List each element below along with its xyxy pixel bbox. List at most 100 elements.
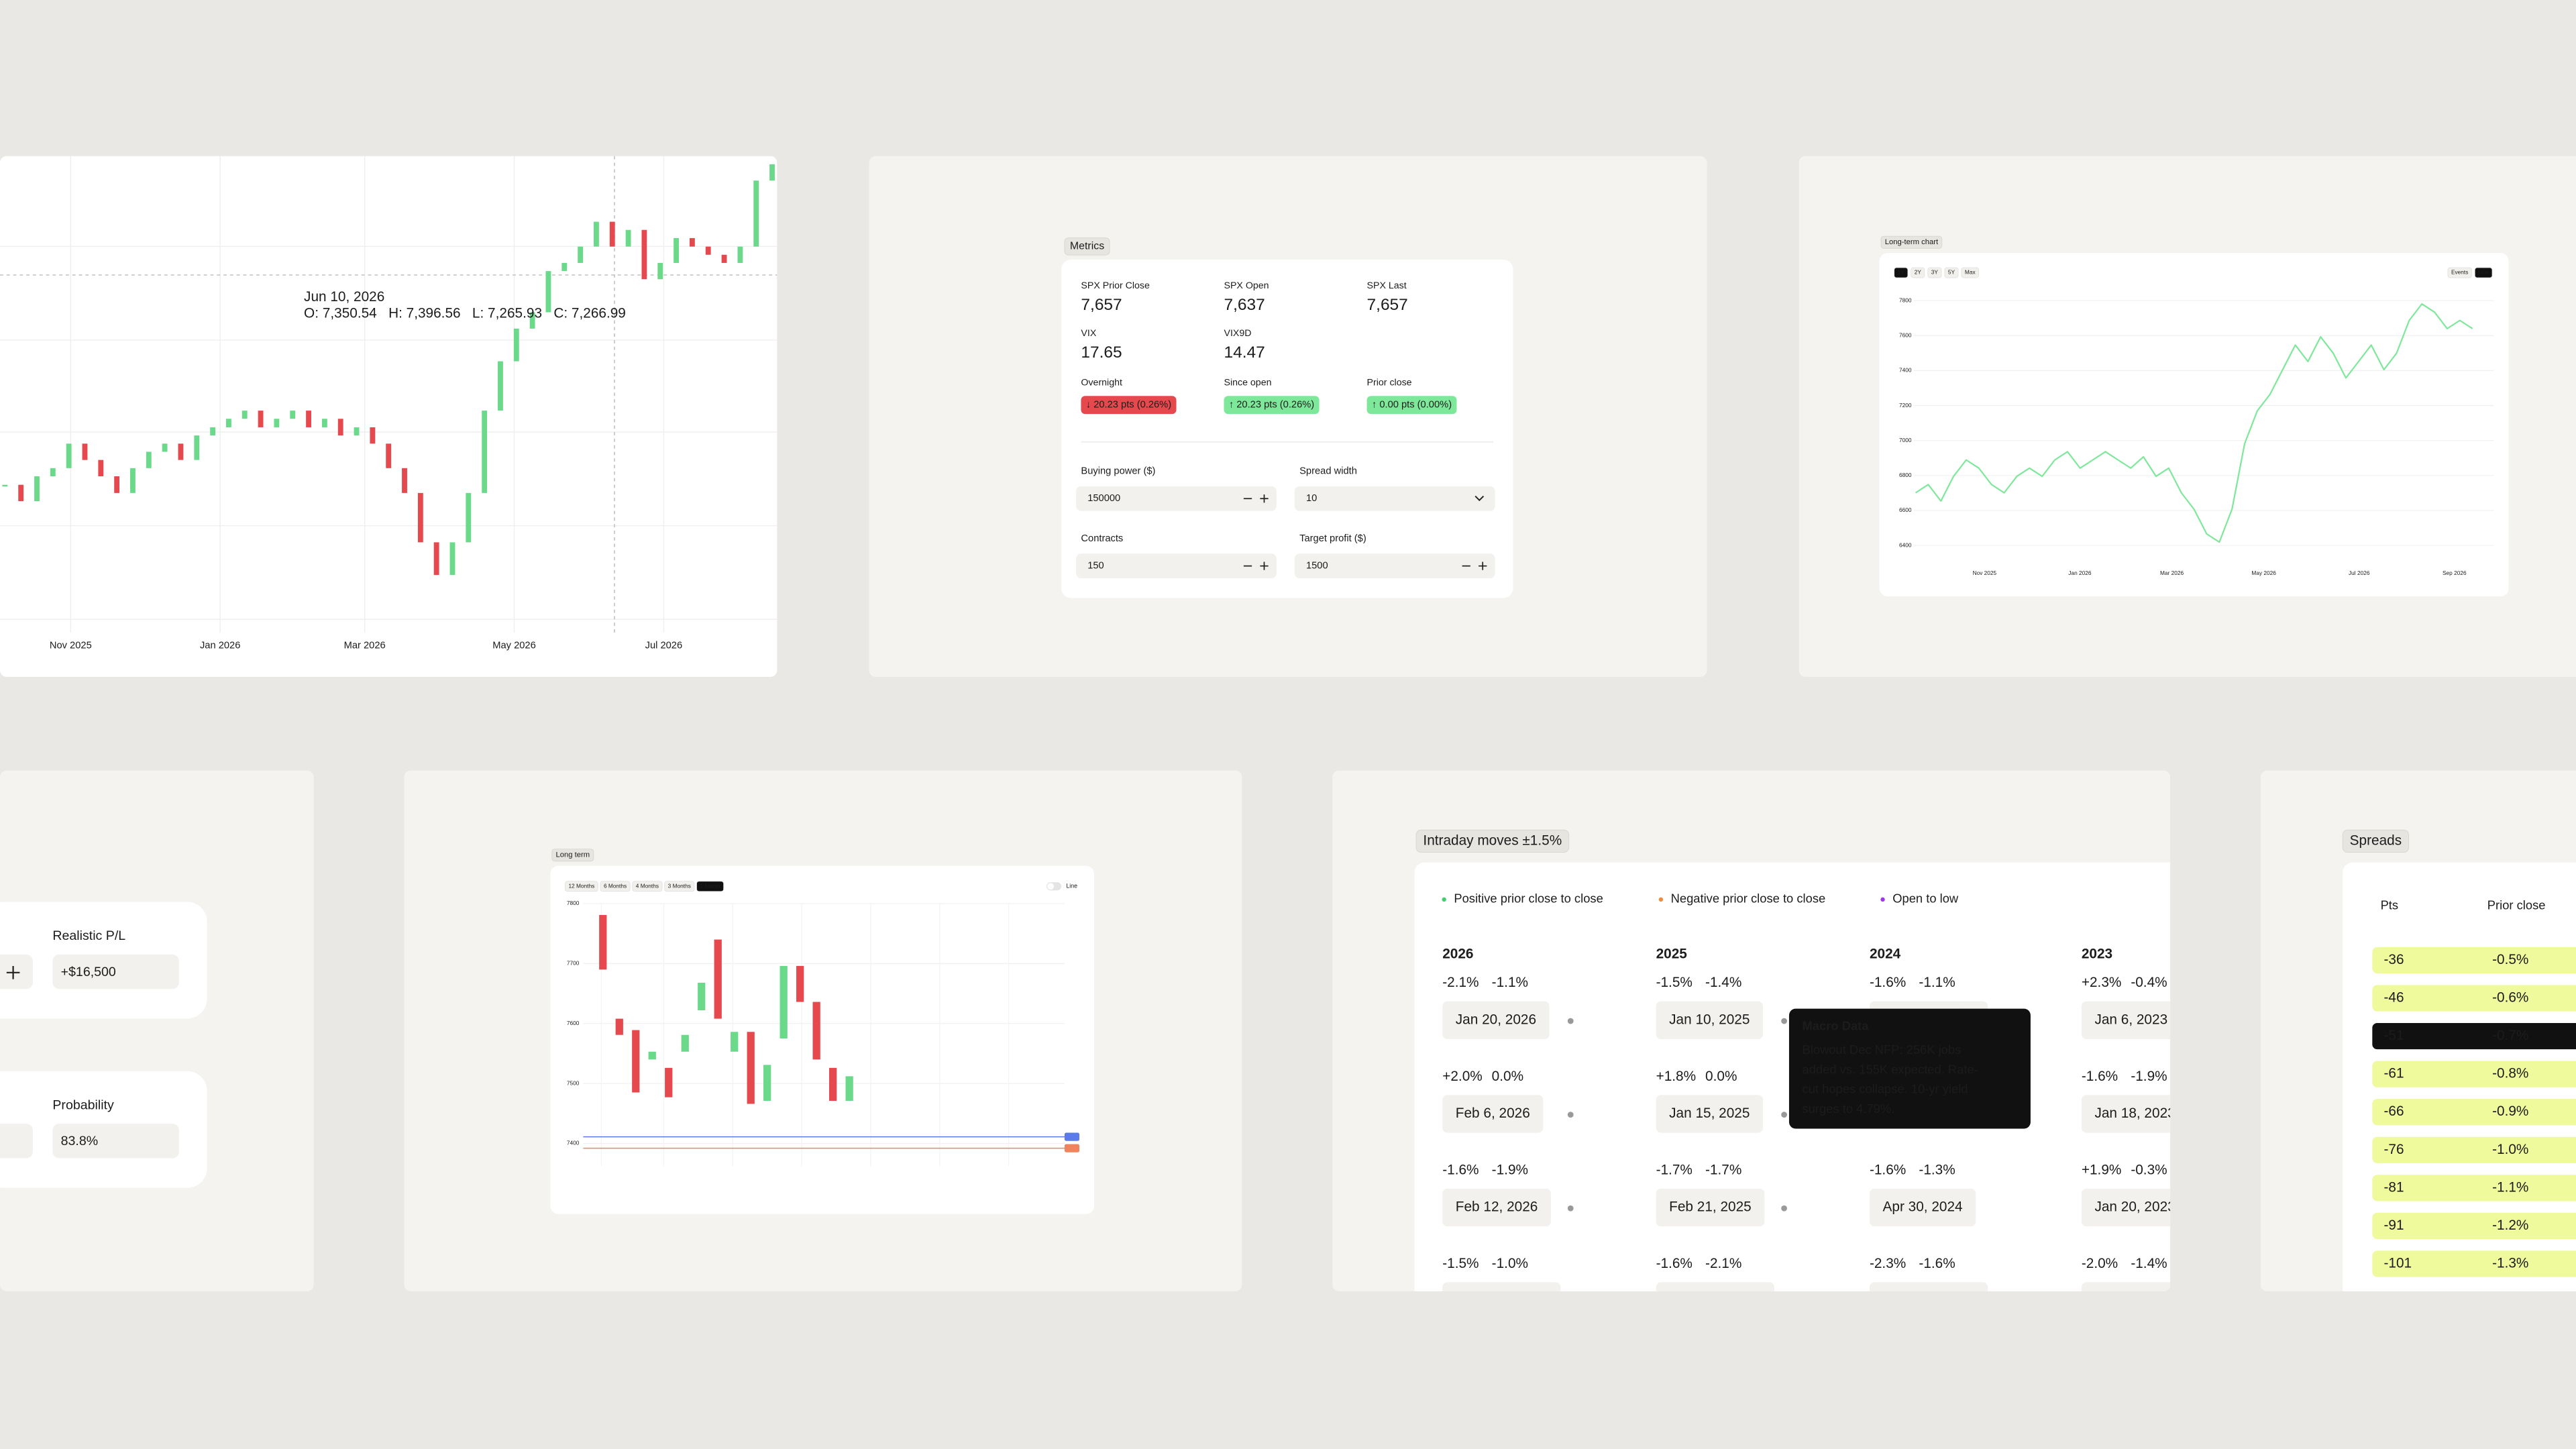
date-label[interactable]: Feb 12, 2026 — [1456, 1199, 1538, 1215]
tag-bg — [2342, 829, 2410, 853]
candle — [402, 468, 407, 493]
date-label[interactable]: Jan 10, 2025 — [1669, 1012, 1750, 1027]
input-field[interactable] — [1294, 486, 1495, 511]
input-field[interactable] — [1294, 553, 1495, 579]
spread-row[interactable] — [2372, 1061, 2576, 1087]
range-button[interactable]: 3 Months — [668, 882, 691, 889]
panel: Nov 2025 Jan 2026 Mar 2026 May 2026 Jul 2026… — [0, 156, 777, 677]
y-tick-label: 7600 — [1899, 331, 1912, 338]
section-tag: Intraday moves ±1.5% — [1423, 833, 1562, 848]
plus-button[interactable] — [1260, 561, 1269, 570]
event-marker — [1781, 1205, 1787, 1212]
spread-row[interactable] — [2372, 1099, 2576, 1126]
plus-button[interactable] — [1479, 561, 1487, 570]
spread-row[interactable] — [2372, 1175, 2576, 1201]
range-button[interactable]: 4 Months — [636, 882, 659, 889]
spread-points: -66 — [2383, 1104, 2404, 1119]
date-chip[interactable] — [1442, 1001, 1550, 1039]
candle — [98, 460, 104, 477]
range-button[interactable]: 5Y — [1948, 269, 1955, 276]
date-label[interactable]: Jan 15, 2025 — [1669, 1106, 1750, 1121]
spread-prior-close: -1.0% — [2492, 1142, 2528, 1157]
tooltip-text: surges to 4.79%. — [1803, 1102, 1895, 1116]
input-value[interactable]: 150000 — [1087, 493, 1120, 504]
range-button[interactable]: 3Y — [1931, 269, 1939, 276]
date-chip[interactable] — [2081, 1001, 2181, 1039]
value-field — [0, 954, 33, 989]
button-bg — [1961, 267, 1979, 278]
spread-row[interactable] — [2372, 985, 2576, 1012]
range-button[interactable]: 6 Months — [604, 882, 627, 889]
year-header: 2023 — [2082, 946, 2112, 961]
spread-prior-close: -0.7% — [2492, 1028, 2528, 1043]
year-header: 2025 — [1656, 946, 1687, 961]
plus-button[interactable] — [1260, 494, 1269, 503]
date-label[interactable]: Feb 21, 2025 — [1669, 1199, 1752, 1215]
candle — [146, 451, 152, 468]
date-chip[interactable] — [2081, 1095, 2188, 1133]
input-field[interactable] — [1076, 553, 1277, 579]
date-label[interactable]: Feb 6, 2026 — [1456, 1106, 1530, 1121]
event-marker — [1567, 1205, 1574, 1212]
x-tick-label: May 2026 — [2251, 570, 2276, 576]
input-value[interactable]: 10 — [1306, 493, 1317, 504]
date-chip[interactable] — [1869, 1188, 1976, 1227]
section-tag: Long term — [555, 851, 590, 859]
date-chip[interactable] — [1656, 1001, 1764, 1039]
candle — [529, 312, 535, 329]
date-chip[interactable] — [1442, 1188, 1551, 1227]
change-badge — [1081, 396, 1177, 415]
date-label[interactable]: Jan 20, 2023 — [2094, 1199, 2175, 1215]
candle — [769, 164, 775, 181]
spread-points: -91 — [2383, 1218, 2404, 1233]
input-field[interactable] — [1076, 486, 1277, 511]
spread-row[interactable] — [2372, 1136, 2576, 1163]
date-label[interactable]: Jan 20, 2026 — [1456, 1012, 1536, 1027]
spread-row[interactable] — [2372, 947, 2576, 974]
close-move: -2.0% — [2082, 1256, 2118, 1271]
candle — [681, 1034, 689, 1052]
open-low-move: -1.6% — [1919, 1256, 1955, 1271]
open-low-move: 0.0% — [1705, 1069, 1737, 1084]
select-chevron[interactable] — [1474, 495, 1485, 502]
close-move: +1.8% — [1656, 1069, 1697, 1084]
close-move: -1.6% — [1656, 1256, 1693, 1271]
date-chip[interactable] — [1656, 1188, 1765, 1227]
date-label[interactable]: Jan 18, 2023 — [2094, 1106, 2175, 1121]
range-button[interactable]: 1Y — [1898, 269, 1905, 276]
range-button[interactable]: 2Y — [1915, 269, 1922, 276]
input-value[interactable]: 150 — [1087, 561, 1104, 572]
candle — [780, 965, 788, 1039]
candle — [513, 328, 519, 362]
date-label[interactable]: Jan 6, 2023 — [2094, 1012, 2167, 1027]
button-bg — [2447, 267, 2472, 278]
spread-row[interactable] — [2372, 1212, 2576, 1240]
change-label: Overnight — [1081, 377, 1122, 388]
button-bg — [600, 881, 631, 892]
panel-bg — [0, 156, 777, 677]
range-button[interactable]: 1 Month — [700, 882, 720, 889]
value-field — [0, 1124, 33, 1159]
candle — [290, 411, 296, 419]
price-line — [1915, 303, 2473, 543]
open-low-move: -1.9% — [1492, 1162, 1528, 1177]
toggle-knob[interactable] — [1047, 883, 1055, 890]
close-move: -1.7% — [1656, 1162, 1693, 1177]
range-button[interactable]: Events — [2451, 269, 2468, 276]
plus-button[interactable] — [6, 966, 20, 979]
range-button[interactable]: 12 Months — [568, 882, 594, 889]
candle — [258, 411, 264, 427]
button-bg — [1911, 267, 1925, 278]
range-button[interactable]: Max — [1965, 269, 1976, 276]
spread-row[interactable] — [2372, 1250, 2576, 1277]
spread-prior-close: -1.2% — [2492, 1218, 2528, 1233]
range-button[interactable]: Line — [2478, 269, 2489, 276]
date-label[interactable]: Apr 30, 2024 — [1883, 1199, 1963, 1215]
date-chip[interactable] — [1442, 1095, 1544, 1133]
date-chip[interactable] — [1656, 1095, 1764, 1133]
candle — [648, 1051, 656, 1060]
input-value[interactable]: 1500 — [1306, 561, 1328, 572]
date-chip[interactable] — [2081, 1188, 2188, 1227]
y-tick-label: 7500 — [567, 1079, 580, 1086]
spread-row[interactable] — [2372, 1022, 2576, 1050]
